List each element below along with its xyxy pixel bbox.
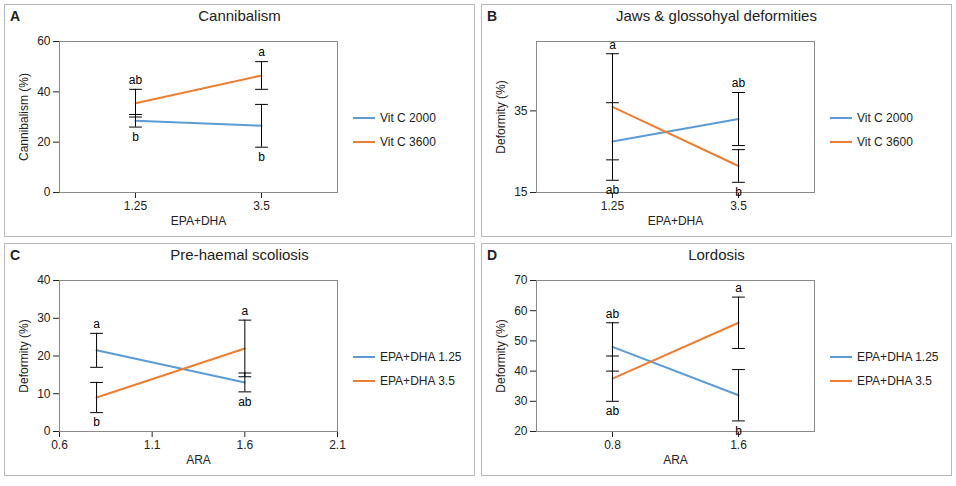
svg-text:2.1: 2.1	[329, 438, 346, 452]
svg-text:20: 20	[37, 349, 51, 363]
svg-text:20: 20	[37, 135, 51, 149]
html-text:Vit C 2000: Vit C 2000	[380, 110, 436, 125]
svg-text:0.8: 0.8	[604, 438, 621, 452]
html-text:EPA+DHA 1.25: EPA+DHA 1.25	[380, 349, 462, 364]
html-text:Cannibalism: Cannibalism	[198, 7, 281, 24]
html-text:A: A	[10, 8, 21, 24]
svg-text:30: 30	[37, 311, 51, 325]
svg-text:3.5: 3.5	[730, 199, 747, 213]
svg-text:b: b	[258, 150, 265, 164]
html-text:Vit C 3600: Vit C 3600	[380, 134, 436, 149]
svg-text:ARA: ARA	[663, 453, 688, 467]
svg-text:1.6: 1.6	[236, 438, 253, 452]
svg-text:1.25: 1.25	[124, 199, 148, 213]
svg-text:20: 20	[514, 424, 528, 438]
html-text:Vit C 3600: Vit C 3600	[857, 134, 913, 149]
svg-text:EPA+DHA: EPA+DHA	[171, 214, 226, 228]
svg-text:a: a	[258, 45, 265, 59]
html-text:B: B	[487, 8, 498, 24]
svg-text:0: 0	[44, 185, 51, 199]
svg-text:ab: ab	[129, 73, 143, 87]
html-text:EPA+DHA 3.5: EPA+DHA 3.5	[857, 373, 932, 388]
html-text:Pre-haemal scoliosis: Pre-haemal scoliosis	[170, 246, 309, 263]
svg-text:ab: ab	[606, 307, 620, 321]
svg-text:40: 40	[37, 85, 51, 99]
html-text:Vit C 2000: Vit C 2000	[857, 110, 913, 125]
svg-text:ab: ab	[238, 395, 252, 409]
svg-text:0.6: 0.6	[51, 438, 68, 452]
svg-text:b: b	[735, 424, 742, 438]
svg-text:b: b	[735, 185, 742, 199]
svg-text:ab: ab	[606, 183, 620, 197]
svg-text:10: 10	[37, 387, 51, 401]
svg-text:1.1: 1.1	[144, 438, 161, 452]
svg-text:40: 40	[514, 364, 528, 378]
svg-text:40: 40	[37, 273, 51, 287]
svg-text:ab: ab	[732, 76, 746, 90]
svg-text:b: b	[93, 415, 100, 429]
svg-text:ARA: ARA	[186, 453, 211, 467]
svg-text:a: a	[735, 281, 742, 295]
svg-text:50: 50	[514, 334, 528, 348]
svg-text:Deformity (%): Deformity (%)	[494, 80, 508, 153]
svg-text:1.25: 1.25	[601, 199, 625, 213]
svg-text:a: a	[241, 304, 248, 318]
svg-text:30: 30	[514, 394, 528, 408]
svg-text:ab: ab	[606, 404, 620, 418]
html-text:Lordosis: Lordosis	[688, 246, 745, 263]
html-text:C: C	[10, 247, 21, 263]
svg-text:70: 70	[514, 273, 528, 287]
html-text:Jaws & glossohyal deformities: Jaws & glossohyal deformities	[616, 7, 817, 24]
html-text:D: D	[487, 247, 498, 263]
svg-text:3.5: 3.5	[253, 199, 270, 213]
svg-text:Deformity (%): Deformity (%)	[17, 319, 31, 392]
svg-text:15: 15	[514, 185, 528, 199]
svg-text:60: 60	[514, 304, 528, 318]
svg-text:a: a	[93, 317, 100, 331]
svg-text:60: 60	[37, 34, 51, 48]
svg-text:EPA+DHA: EPA+DHA	[648, 214, 703, 228]
svg-text:Deformity (%): Deformity (%)	[494, 319, 508, 392]
html-text:EPA+DHA 1.25: EPA+DHA 1.25	[857, 349, 939, 364]
svg-text:35: 35	[514, 104, 528, 118]
svg-text:Cannibalism (%): Cannibalism (%)	[17, 73, 31, 161]
html-text:EPA+DHA 3.5: EPA+DHA 3.5	[380, 373, 455, 388]
svg-text:1.6: 1.6	[730, 438, 747, 452]
svg-text:a: a	[609, 38, 616, 52]
svg-text:b: b	[132, 130, 139, 144]
svg-text:0: 0	[44, 424, 51, 438]
